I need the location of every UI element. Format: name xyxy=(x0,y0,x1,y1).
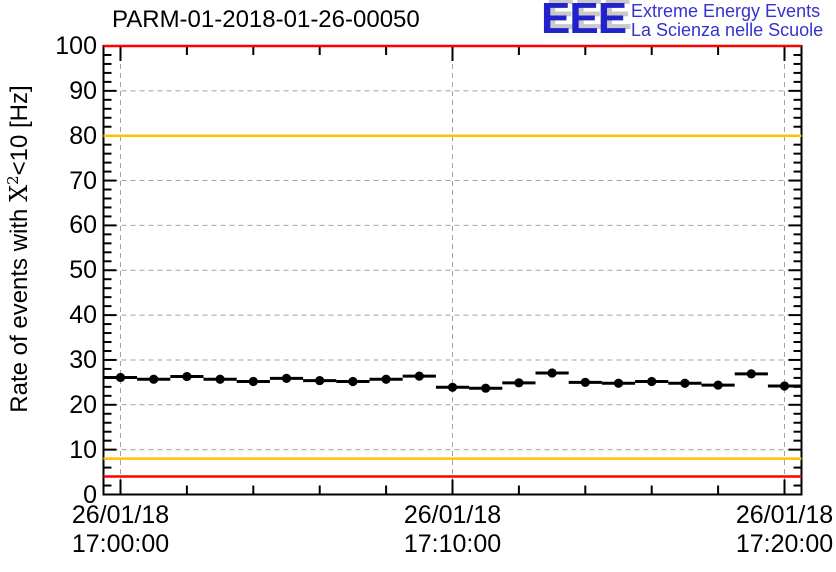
data-point xyxy=(680,378,690,388)
data-point xyxy=(514,378,524,388)
data-point xyxy=(248,376,258,387)
data-point xyxy=(281,373,292,383)
y-tick-label: 20 xyxy=(69,390,97,419)
y-tick-label: 60 xyxy=(69,211,97,240)
data-point xyxy=(613,378,624,388)
eee-logo: EEE Extreme Energy Events La Scienza nel… xyxy=(541,0,833,44)
eee-logo-tagline1: Extreme Energy Events xyxy=(631,1,821,21)
y-tick-label: 10 xyxy=(69,435,97,464)
y-tick-label: 90 xyxy=(69,76,97,105)
y-axis-title: Rate of events with X2<10 [Hz] xyxy=(4,85,33,413)
data-point xyxy=(115,372,126,383)
data-point xyxy=(746,369,756,379)
y-tick-label: 80 xyxy=(69,121,97,150)
x-tick-label: 26/01/18 17:00:00 xyxy=(71,501,170,558)
y-tick-label: 40 xyxy=(69,301,97,330)
y-tick-label: 50 xyxy=(69,256,97,285)
data-point xyxy=(580,377,590,387)
data-point xyxy=(447,382,458,392)
y-tick-label: 100 xyxy=(55,32,97,60)
data-point xyxy=(779,381,790,391)
data-point xyxy=(315,375,325,386)
data-point xyxy=(414,371,424,381)
x-tick-label: 26/01/18 17:10:00 xyxy=(403,501,502,558)
data-point xyxy=(149,374,159,384)
data-point xyxy=(713,380,723,390)
data-point xyxy=(182,371,192,382)
data-point xyxy=(381,374,391,384)
eee-logo-taglines: Extreme Energy Events La Scienza nelle S… xyxy=(631,2,823,40)
y-tick-label: 0 xyxy=(83,480,97,509)
y-tick-label: 70 xyxy=(69,166,97,195)
data-point xyxy=(348,376,358,387)
y-tick-label: 30 xyxy=(69,345,97,374)
chart-title: PARM-01-2018-01-26-00050 xyxy=(112,6,420,33)
eee-logo-tagline2: La Scienza nelle Scuole xyxy=(631,20,824,40)
x-tick-label: 26/01/18 17:20:00 xyxy=(735,501,834,558)
data-point xyxy=(647,376,657,387)
eee-logo-acronym: EEE xyxy=(541,0,627,43)
data-point xyxy=(547,368,557,378)
data-point xyxy=(481,383,491,393)
data-point xyxy=(215,374,225,384)
